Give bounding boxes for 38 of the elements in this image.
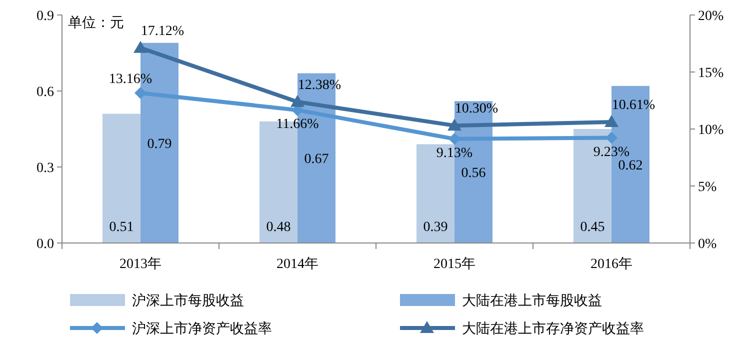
y2-tick-label: 5% bbox=[698, 180, 717, 195]
legend-label: 沪深上市净资产收益率 bbox=[132, 321, 272, 337]
y-tick-label: 0.6 bbox=[36, 85, 54, 100]
y-tick-label: 0.9 bbox=[36, 9, 54, 24]
point bbox=[134, 86, 146, 99]
y-tick-label: 0.0 bbox=[36, 237, 54, 252]
data-label: 0.39 bbox=[423, 220, 448, 235]
x-tick-label: 2013年 bbox=[120, 256, 162, 272]
bar bbox=[102, 114, 140, 243]
y-tick-label: 0.3 bbox=[36, 161, 54, 176]
point bbox=[290, 94, 304, 107]
y2-tick-label: 10% bbox=[698, 123, 724, 138]
point bbox=[604, 115, 618, 128]
data-label: 11.66% bbox=[276, 117, 320, 132]
legend-label: 大陆在港上市每股收益 bbox=[462, 293, 602, 309]
point bbox=[134, 40, 148, 53]
data-label: 0.48 bbox=[266, 220, 291, 235]
legend-label: 大陆在港上市存净资产收益率 bbox=[462, 321, 644, 337]
x-tick-label: 2014年 bbox=[276, 256, 318, 272]
legend-label: 沪深上市每股收益 bbox=[132, 293, 244, 309]
y2-tick-label: 0% bbox=[698, 237, 717, 252]
data-label: 0.45 bbox=[580, 220, 605, 235]
data-label: 9.23% bbox=[593, 144, 630, 160]
data-label: 0.51 bbox=[109, 220, 134, 235]
data-label: 17.12% bbox=[140, 24, 184, 39]
data-label: 0.56 bbox=[461, 166, 486, 182]
annotation: 单位：元 bbox=[68, 15, 124, 31]
data-label: 13.16% bbox=[108, 72, 152, 87]
data-label: 0.79 bbox=[147, 136, 172, 152]
y2-tick-label: 20% bbox=[698, 9, 724, 24]
data-label: 0.62 bbox=[618, 158, 643, 174]
data-label: 9.13% bbox=[436, 146, 473, 161]
x-tick-label: 2016年 bbox=[590, 256, 632, 272]
y2-tick-label: 15% bbox=[698, 66, 724, 81]
data-label: 0.67 bbox=[304, 152, 329, 168]
point bbox=[606, 132, 618, 144]
point bbox=[448, 118, 462, 131]
x-tick-label: 2015年 bbox=[434, 256, 476, 272]
